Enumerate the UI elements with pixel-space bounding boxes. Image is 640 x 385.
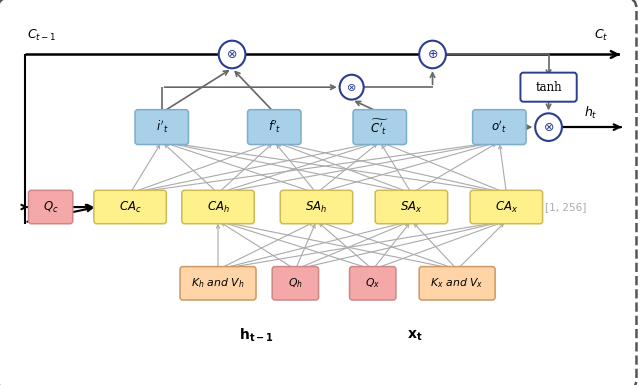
FancyBboxPatch shape: [280, 190, 353, 224]
FancyBboxPatch shape: [182, 190, 254, 224]
FancyBboxPatch shape: [180, 266, 256, 300]
FancyBboxPatch shape: [470, 190, 543, 224]
Text: $K_h\ and\ V_h$: $K_h\ and\ V_h$: [191, 276, 244, 290]
FancyBboxPatch shape: [29, 190, 73, 224]
Text: $Q_c$: $Q_c$: [43, 199, 58, 214]
Text: $CA_c$: $CA_c$: [119, 199, 141, 214]
FancyBboxPatch shape: [472, 110, 526, 144]
Text: $CA_h$: $CA_h$: [207, 199, 230, 214]
FancyBboxPatch shape: [349, 266, 396, 300]
Text: $SA_h$: $SA_h$: [305, 199, 328, 214]
Text: $\oplus$: $\oplus$: [427, 48, 438, 61]
Text: [1, 256]: [1, 256]: [545, 202, 586, 212]
FancyBboxPatch shape: [419, 266, 495, 300]
Text: $Q_h$: $Q_h$: [288, 276, 303, 290]
Text: $\otimes$: $\otimes$: [227, 48, 237, 61]
Text: $C_t$: $C_t$: [595, 28, 609, 43]
Text: $\mathbf{h_{t-1}}$: $\mathbf{h_{t-1}}$: [239, 327, 274, 344]
Text: $\otimes$: $\otimes$: [346, 82, 357, 93]
FancyBboxPatch shape: [135, 110, 189, 144]
Circle shape: [340, 75, 364, 100]
Text: $K_x\ and\ V_x$: $K_x\ and\ V_x$: [431, 276, 484, 290]
FancyBboxPatch shape: [94, 190, 166, 224]
Text: $\mathbf{x_t}$: $\mathbf{x_t}$: [407, 328, 422, 343]
Text: $i'_t$: $i'_t$: [156, 119, 168, 136]
Circle shape: [535, 113, 562, 141]
FancyBboxPatch shape: [353, 110, 406, 144]
Text: $\widetilde{C'_t}$: $\widetilde{C'_t}$: [370, 117, 390, 137]
Text: tanh: tanh: [535, 81, 562, 94]
Text: $\otimes$: $\otimes$: [543, 121, 554, 134]
Text: $CA_x$: $CA_x$: [495, 199, 518, 214]
FancyBboxPatch shape: [375, 190, 447, 224]
Text: $h_t$: $h_t$: [584, 105, 597, 121]
FancyBboxPatch shape: [520, 73, 577, 102]
Text: $f'_t$: $f'_t$: [268, 119, 281, 136]
FancyBboxPatch shape: [248, 110, 301, 144]
Text: $C_{t-1}$: $C_{t-1}$: [27, 28, 56, 43]
Text: $SA_x$: $SA_x$: [400, 199, 422, 214]
FancyBboxPatch shape: [272, 266, 319, 300]
Circle shape: [219, 41, 246, 68]
Text: $o'_t$: $o'_t$: [492, 119, 508, 136]
Text: $Q_x$: $Q_x$: [365, 276, 380, 290]
Circle shape: [419, 41, 446, 68]
